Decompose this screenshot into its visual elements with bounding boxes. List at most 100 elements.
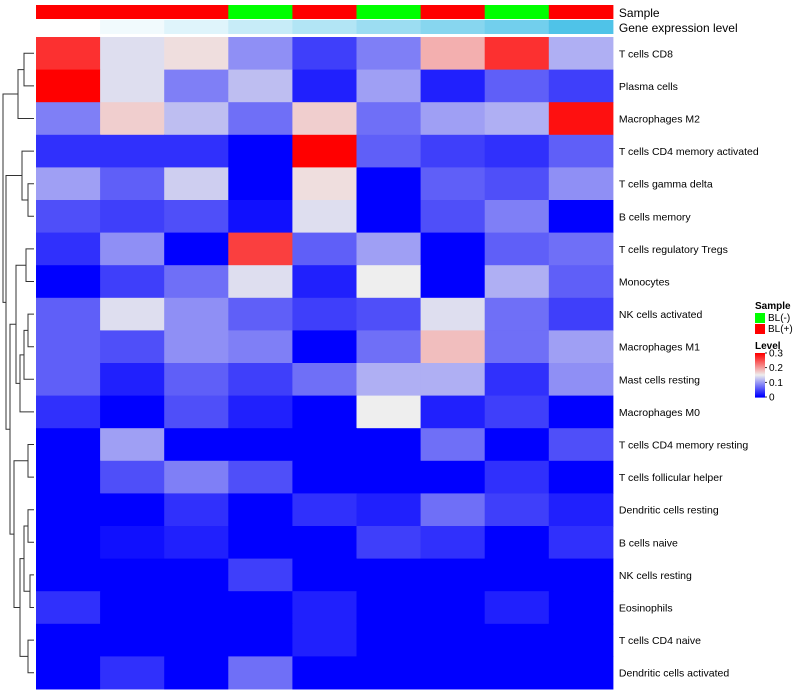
heatmap-cell: [100, 265, 165, 299]
heatmap-cell: [292, 623, 357, 657]
heatmap-cell: [228, 200, 293, 234]
heatmap-cell: [100, 232, 165, 266]
row-label: Macrophages M0: [619, 407, 700, 419]
heatmap-cell: [36, 395, 101, 429]
legend-level-gradient-step: [755, 362, 765, 364]
heatmap-cell: [356, 102, 422, 136]
heatmap-cell: [292, 428, 357, 462]
heatmap-cell: [164, 232, 229, 266]
heatmap-cell: [484, 297, 550, 331]
legend-level-gradient-step: [755, 381, 765, 383]
legend-level-gradient-step: [755, 380, 765, 382]
heatmap-cell: [548, 265, 614, 299]
heatmap-cell: [292, 363, 357, 397]
heatmap-cell: [164, 656, 229, 690]
dendrogram-branch: [23, 525, 30, 592]
heatmap-cell: [292, 493, 357, 527]
heatmap-cell: [164, 102, 229, 136]
heatmap-cell: [484, 69, 550, 103]
legend-level-gradient-step: [755, 371, 765, 373]
heatmap-cell: [228, 69, 293, 103]
row-label: T cells regulatory Tregs: [619, 244, 728, 256]
heatmap-cell: [228, 656, 293, 690]
heatmap-cell: [484, 102, 550, 136]
heatmap-cell: [228, 297, 293, 331]
heatmap-cell: [36, 232, 101, 266]
sample-anno-cell: [100, 5, 165, 19]
heatmap-cell: [420, 134, 486, 168]
dendrogram-branch: [29, 574, 34, 608]
heatmap-cell: [228, 623, 293, 657]
legend-level-gradient-step: [755, 356, 765, 358]
heatmap-cell: [356, 297, 422, 331]
legend-level-gradient-step: [755, 386, 765, 388]
row-label: Macrophages M2: [619, 114, 700, 126]
legend-level-gradient-step: [755, 387, 765, 389]
dendrogram-branch: [9, 323, 16, 535]
heatmap-cell: [36, 69, 101, 103]
heatmap-cell: [292, 297, 357, 331]
legend-sample-title: Sample: [755, 301, 791, 312]
heatmap-cell: [36, 558, 101, 592]
dendrogram-branch: [2, 93, 18, 303]
dendrogram-branch: [13, 460, 28, 608]
heatmap-cell: [36, 460, 101, 494]
heatmap-cell: [356, 200, 422, 234]
legend-level-gradient-step: [755, 382, 765, 384]
heatmap-cell: [100, 363, 165, 397]
heatmap-cell: [36, 428, 101, 462]
dendrogram-branch: [19, 354, 34, 413]
sample-anno-cell: [292, 5, 357, 19]
heatmap-cell: [484, 656, 550, 690]
heatmap-cell: [420, 200, 486, 234]
legend-level-gradient-step: [755, 355, 765, 357]
heatmap-cell: [484, 493, 550, 527]
heatmap-cell: [484, 134, 550, 168]
row-label: T cells CD4 naive: [619, 635, 701, 647]
row-label: Monocytes: [619, 277, 670, 289]
legend-level-gradient-step: [755, 385, 765, 387]
legend-level-gradient-step: [755, 365, 765, 367]
heatmap-cell: [164, 395, 229, 429]
heatmap-cell: [548, 69, 614, 103]
heatmap-cell: [292, 167, 357, 201]
dendrogram-branch: [27, 183, 34, 217]
legend-level-gradient-step: [755, 394, 765, 396]
dendrogram-branch: [23, 329, 34, 380]
heatmap-cell: [164, 134, 229, 168]
heatmap-cell: [36, 200, 101, 234]
heatmap-cell: [292, 200, 357, 234]
heatmap-cell: [356, 493, 422, 527]
heatmap-cell: [420, 428, 486, 462]
legend-level-gradient-step: [755, 379, 765, 381]
legend-level-gradient-step: [755, 354, 765, 356]
heatmap-cell: [228, 428, 293, 462]
heatmap-cell: [548, 395, 614, 429]
legend-level-gradient-step: [755, 383, 765, 385]
heatmap-cell: [292, 460, 357, 494]
heatmap-cell: [420, 69, 486, 103]
heatmap-cell: [228, 102, 293, 136]
heatmap-cell: [36, 591, 101, 625]
heatmap-cell: [100, 200, 165, 234]
gene-level-anno-cell: [164, 20, 229, 34]
row-label: Plasma cells: [619, 81, 678, 93]
sample-anno-cell: [164, 5, 229, 19]
heatmap-cell: [100, 134, 165, 168]
heatmap-cell: [548, 526, 614, 560]
legend-level-gradient-step: [755, 390, 765, 392]
legend-level-tick-label: 0.3: [769, 349, 783, 360]
heatmap-cell: [484, 265, 550, 299]
heatmap-cell: [548, 232, 614, 266]
heatmap-cell: [228, 37, 293, 71]
heatmap-cell: [36, 526, 101, 560]
heatmap-cell: [228, 134, 293, 168]
heatmap-cell: [100, 526, 165, 560]
gene-level-anno-cell: [484, 20, 550, 34]
heatmap-cell: [356, 460, 422, 494]
heatmap-cell: [420, 265, 486, 299]
heatmap-cell: [164, 428, 229, 462]
heatmap-cell: [36, 102, 101, 136]
legend-level-gradient-step: [755, 395, 765, 397]
